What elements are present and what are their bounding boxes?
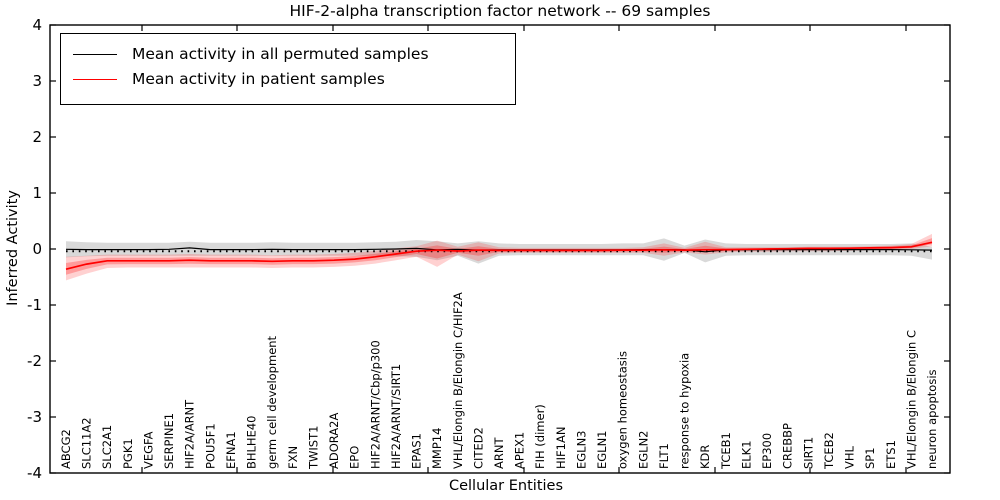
x-tick-label: TCEB1 [719,432,733,470]
x-tick-label: EPAS1 [410,433,424,469]
x-tick-label: VHL/Elongin B/Elongin C [904,330,918,469]
x-tick-label: SERPINE1 [162,413,176,469]
x-tick-label: ETS1 [884,440,898,469]
x-tick-label: POU5F1 [203,423,217,469]
x-tick-label: TWIST1 [306,426,320,470]
legend-label-patient: Mean activity in patient samples [132,70,385,88]
y-tick-label: -2 [27,352,42,370]
x-tick-label: PGK1 [121,438,135,469]
x-axis-label: Cellular Entities [448,478,564,494]
patient-line-swatch [73,78,117,80]
x-tick-label: oxygen homeostasis [616,351,630,469]
x-tick-label: neuron apoptosis [925,369,939,469]
x-tick-label: ADORA2A [327,413,341,469]
x-tick-label: response to hypoxia [678,353,692,469]
y-tick-label: 1 [32,184,42,202]
legend-item-permuted: Mean activity in all permuted samples [73,45,509,63]
x-tick-label: VHL/Elongin B/Elongin C/HIF2A [451,292,465,469]
chart-title: HIF-2-alpha transcription factor network… [289,2,711,20]
x-tick-label: CREBBP [781,423,795,469]
x-tick-label: HIF2A/ARNT [183,399,197,469]
permuted-line-swatch [73,53,117,55]
x-tick-label: KDR [698,445,712,469]
x-tick-label: VEGFA [141,431,155,469]
x-tick-label: EGLN1 [595,430,609,469]
y-tick-label: -1 [27,296,42,314]
x-tick-label: HIF2A/ARNT/SIRT1 [389,364,403,469]
x-tick-label: MMP14 [430,428,444,469]
x-tick-label: SIRT1 [801,437,815,469]
x-tick-label: FXN [286,446,300,469]
x-tick-label: BHLHE40 [245,416,259,470]
x-tick-label: SP1 [863,447,877,469]
x-tick-label: FLT1 [657,443,671,469]
x-tick-label: FIH (dimer) [533,404,547,469]
x-tick-label: HIF1AN [554,427,568,469]
x-tick-label: SLC2A1 [100,425,114,469]
x-tick-label: ARNT [492,437,506,469]
y-tick-label: -3 [27,408,42,426]
legend: Mean activity in all permuted samples Me… [60,33,516,105]
x-tick-label: ABCG2 [59,429,73,469]
x-tick-label: EP300 [760,433,774,469]
legend-label-permuted: Mean activity in all permuted samples [132,45,429,63]
y-tick-label: -4 [27,464,42,482]
x-tick-label: ELK1 [739,440,753,469]
x-tick-label: APEX1 [513,432,527,469]
patient-inner-band [66,238,932,275]
x-tick-label: TCEB2 [822,432,836,470]
patient-mean-line [65,241,933,271]
x-tick-label: EPO [348,446,362,469]
y-tick-label: 3 [32,72,42,90]
legend-item-patient: Mean activity in patient samples [73,70,509,88]
y-tick-label: 2 [32,128,42,146]
x-tick-label: SLC11A2 [80,417,94,469]
x-tick-label: germ cell development [265,335,279,469]
y-tick-label: 0 [32,240,42,258]
x-tick-label: EGLN3 [574,430,588,469]
x-tick-label: EGLN2 [636,430,650,469]
x-tick-label: VHL [843,445,857,469]
x-tick-label: HIF2A/ARNT/Cbp/p300 [368,340,382,469]
x-tick-label: CITED2 [471,427,485,469]
patient-std-band [66,233,932,281]
y-tick-label: 4 [32,16,42,34]
x-tick-label: EFNA1 [224,431,238,469]
